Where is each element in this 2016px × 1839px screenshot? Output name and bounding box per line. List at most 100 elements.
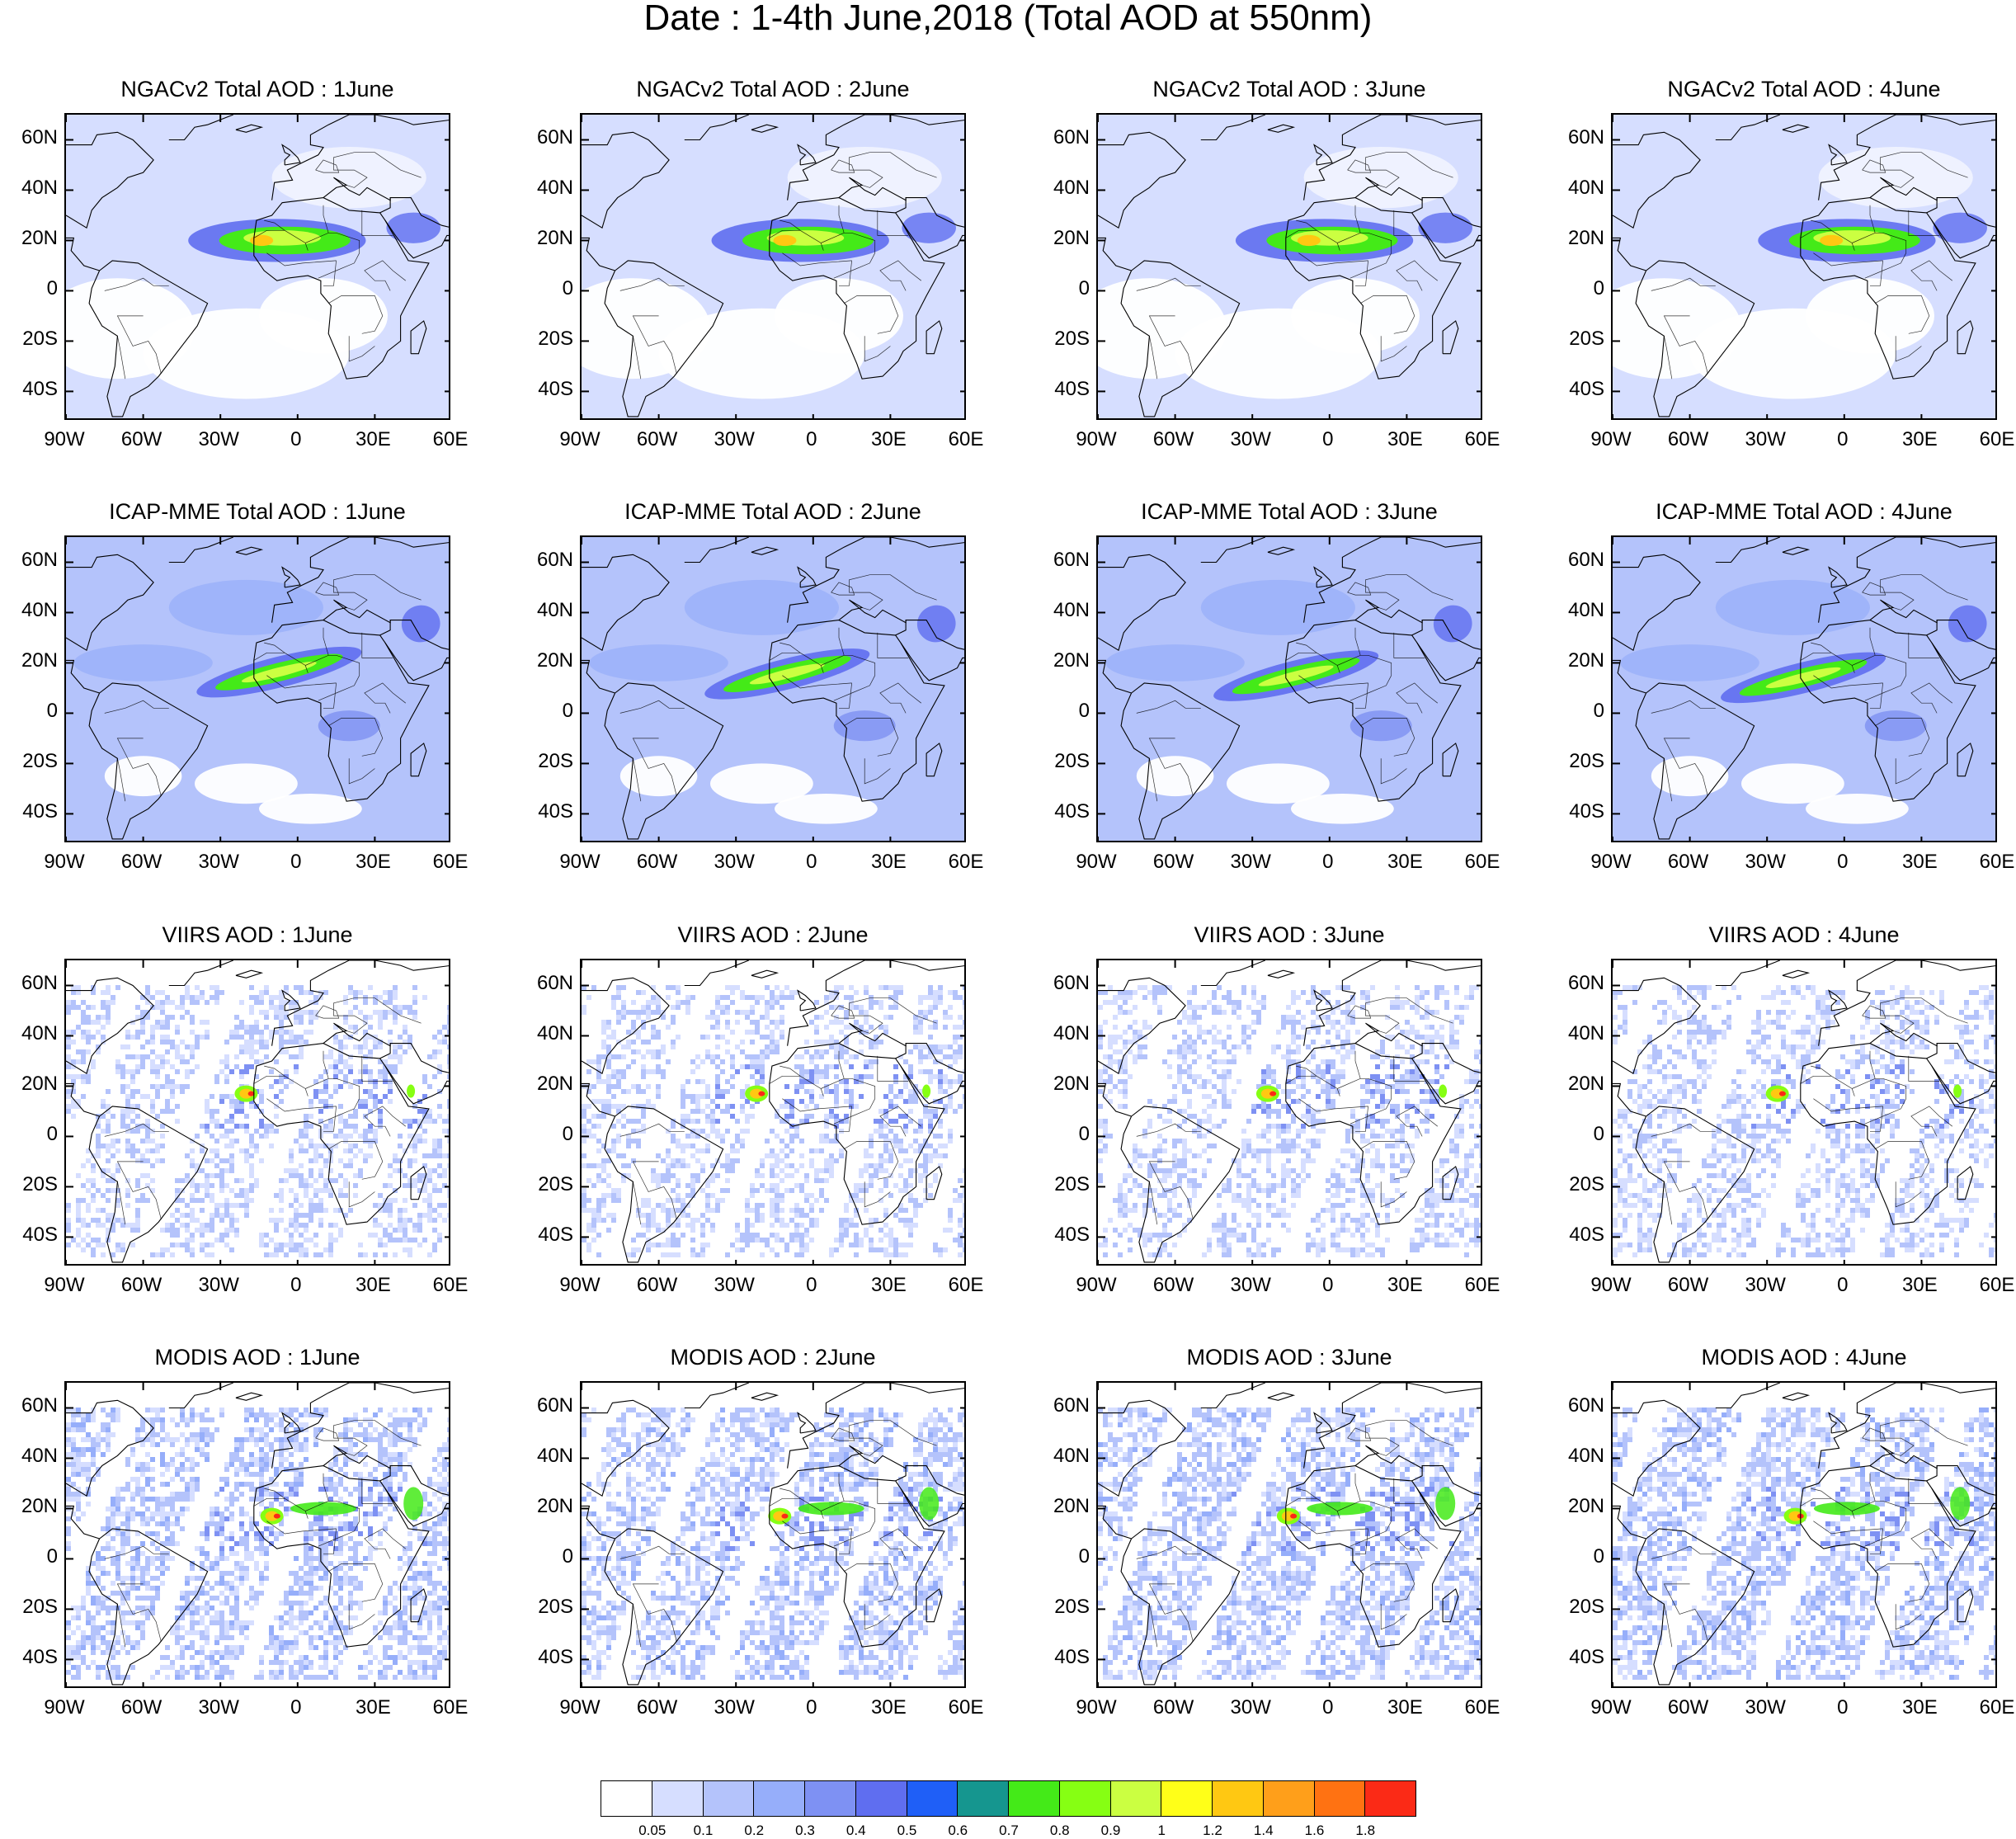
lon-tick-label: 90W — [1076, 1274, 1117, 1296]
lat-tick-label: 40S — [538, 1224, 573, 1247]
lat-tick-label: 40S — [22, 378, 58, 401]
lat-tick-label: 0 — [562, 1545, 573, 1568]
lat-tick-label: 20N — [1567, 227, 1604, 250]
lat-tick-label: 40N — [21, 1022, 58, 1045]
lat-tick-label: 0 — [1078, 1545, 1090, 1568]
lat-tick-label: 40N — [1567, 599, 1604, 622]
lat-tick-label: 40N — [1053, 599, 1090, 622]
lat-tick-label: 40N — [536, 599, 573, 622]
lon-tick-label: 60E — [948, 851, 984, 873]
lon-tick-label: 90W — [1076, 428, 1117, 450]
lon-tick-label: 0 — [1837, 428, 1849, 450]
lat-tick-label: 60N — [1053, 1394, 1090, 1417]
lat-tick-label: 20S — [1569, 328, 1604, 351]
lat-tick-label: 20N — [1567, 1073, 1604, 1096]
lat-tick-label: 40N — [1567, 177, 1604, 200]
colorbar-swatch — [1058, 1780, 1111, 1817]
lat-tick-label: 20S — [538, 328, 573, 351]
map-panel — [1611, 959, 1997, 1266]
lat-tick-label: 20N — [21, 1495, 58, 1518]
lat-tick-label: 40N — [536, 1445, 573, 1468]
lat-tick-label: 0 — [46, 700, 58, 723]
lat-tick-label: 40S — [22, 1224, 58, 1247]
map-panel — [1096, 1381, 1482, 1688]
aod-field-map — [582, 537, 964, 841]
lat-tick-label: 20N — [536, 227, 573, 250]
colorbar-label: 1.6 — [1304, 1822, 1325, 1838]
lat-tick-label: 40S — [1054, 800, 1090, 823]
lat-tick-label: 60N — [1567, 549, 1604, 572]
lat-tick-label: 20N — [1053, 649, 1090, 672]
lat-tick-label: 20S — [1054, 750, 1090, 773]
lat-tick-label: 40N — [21, 177, 58, 200]
lon-tick-label: 30E — [1902, 428, 1938, 450]
lon-tick-label: 30E — [356, 851, 391, 873]
aod-field-map — [1613, 960, 1995, 1264]
lon-tick-label: 90W — [44, 428, 85, 450]
colorbar-label: 0.9 — [1100, 1822, 1121, 1838]
lon-tick-label: 60W — [1667, 1696, 1709, 1719]
lon-tick-label: 0 — [806, 851, 817, 873]
lon-tick-label: 30E — [1387, 1696, 1423, 1719]
lat-tick-label: 0 — [562, 1123, 573, 1146]
lon-tick-label: 30W — [198, 1274, 239, 1296]
lat-tick-label: 40S — [22, 1646, 58, 1669]
lon-tick-label: 0 — [1837, 1696, 1849, 1719]
lat-tick-label: 20N — [1567, 649, 1604, 672]
lon-tick-label: 0 — [290, 1696, 302, 1719]
lon-tick-label: 30E — [1902, 1696, 1938, 1719]
lat-tick-label: 60N — [21, 549, 58, 572]
aod-field-map — [66, 115, 449, 418]
colorbar-swatch — [1161, 1780, 1213, 1817]
lon-tick-label: 60E — [1464, 851, 1500, 873]
lat-tick-label: 60N — [21, 126, 58, 149]
lat-tick-label: 40N — [1053, 177, 1090, 200]
colorbar-label: 0.2 — [744, 1822, 765, 1838]
aod-field-map — [582, 115, 964, 418]
lat-tick-label: 20S — [22, 1596, 58, 1619]
lat-tick-label: 0 — [1593, 1545, 1604, 1568]
lon-tick-label: 60W — [1152, 1696, 1194, 1719]
map-panel — [1096, 959, 1482, 1266]
aod-field-map — [66, 960, 449, 1264]
lat-tick-label: 40N — [536, 177, 573, 200]
lon-tick-label: 0 — [806, 1274, 817, 1296]
lon-tick-label: 30W — [714, 851, 755, 873]
lon-tick-label: 30W — [1230, 428, 1271, 450]
lon-tick-label: 30W — [198, 1696, 239, 1719]
lat-tick-label: 20S — [1569, 1596, 1604, 1619]
panel-title: ICAP-MME Total AOD : 1June — [109, 499, 406, 524]
colorbar-label: 0.4 — [845, 1822, 866, 1838]
lon-tick-label: 90W — [1590, 1274, 1632, 1296]
lat-tick-label: 20S — [1569, 1173, 1604, 1196]
lat-tick-label: 20N — [1053, 227, 1090, 250]
aod-field-map — [1098, 115, 1481, 418]
lon-tick-label: 30W — [1745, 428, 1786, 450]
panel-title: MODIS AOD : 2June — [670, 1345, 876, 1370]
panel-title: VIIRS AOD : 1June — [162, 922, 353, 947]
panel-title: NGACv2 Total AOD : 3June — [1152, 77, 1426, 101]
colorbar-swatch — [906, 1780, 959, 1817]
lat-tick-label: 60N — [1567, 1394, 1604, 1417]
panel-title: VIIRS AOD : 4June — [1708, 922, 1900, 947]
lat-tick-label: 0 — [1593, 1123, 1604, 1146]
lat-tick-label: 40S — [1569, 378, 1604, 401]
lon-tick-label: 90W — [1590, 851, 1632, 873]
lon-tick-label: 90W — [559, 428, 601, 450]
lat-tick-label: 20N — [1567, 1495, 1604, 1518]
lon-tick-label: 60W — [636, 851, 678, 873]
lat-tick-label: 20S — [22, 328, 58, 351]
lon-tick-label: 60E — [1464, 1274, 1500, 1296]
lat-tick-label: 20S — [1569, 750, 1604, 773]
colorbar-label: 0.8 — [1049, 1822, 1070, 1838]
lon-tick-label: 30E — [1902, 851, 1938, 873]
lon-tick-label: 60E — [1979, 1274, 2015, 1296]
lat-tick-label: 0 — [1593, 700, 1604, 723]
lat-tick-label: 40S — [1569, 1224, 1604, 1247]
lat-tick-label: 20N — [21, 1073, 58, 1096]
lon-tick-label: 0 — [806, 1696, 817, 1719]
lon-tick-label: 60W — [120, 1696, 163, 1719]
figure-title: Date : 1-4th June,2018 (Total AOD at 550… — [643, 0, 1373, 38]
panel-title: MODIS AOD : 1June — [154, 1345, 360, 1370]
aod-field-map — [1098, 1383, 1481, 1686]
